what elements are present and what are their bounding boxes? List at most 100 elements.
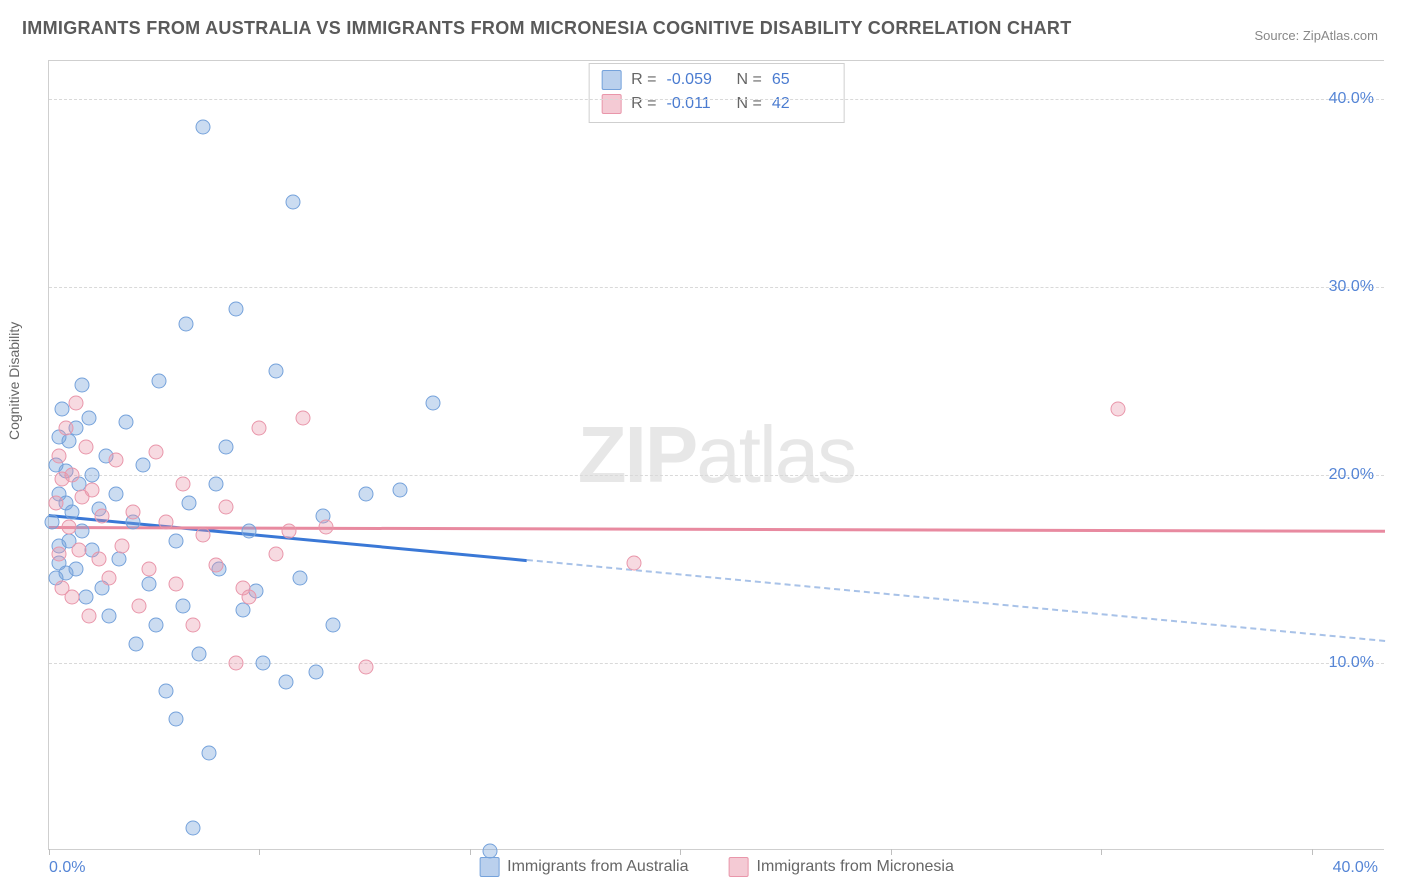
- scatter-point: [325, 618, 340, 633]
- scatter-point: [235, 603, 250, 618]
- stat-r-value: -0.059: [667, 71, 727, 89]
- legend-item: Immigrants from Micronesia: [729, 857, 954, 877]
- scatter-point: [168, 576, 183, 591]
- scatter-point: [85, 482, 100, 497]
- scatter-point: [219, 499, 234, 514]
- scatter-point: [295, 411, 310, 426]
- scatter-point: [195, 119, 210, 134]
- scatter-point: [148, 618, 163, 633]
- source-link[interactable]: ZipAtlas.com: [1303, 28, 1378, 43]
- scatter-point: [82, 608, 97, 623]
- scatter-point: [65, 590, 80, 605]
- scatter-point: [78, 439, 93, 454]
- x-tick: [470, 849, 471, 855]
- scatter-point: [202, 746, 217, 761]
- legend-swatch: [729, 857, 749, 877]
- scatter-point: [45, 514, 60, 529]
- stat-n-value: 65: [772, 71, 832, 89]
- x-tick: [1101, 849, 1102, 855]
- y-axis-label: Cognitive Disability: [6, 322, 22, 440]
- legend-swatch: [601, 94, 621, 114]
- scatter-point: [75, 377, 90, 392]
- scatter-point: [195, 528, 210, 543]
- scatter-point: [68, 561, 83, 576]
- scatter-point: [175, 477, 190, 492]
- scatter-point: [168, 533, 183, 548]
- scatter-point: [85, 467, 100, 482]
- scatter-point: [102, 571, 117, 586]
- scatter-point: [282, 524, 297, 539]
- scatter-point: [292, 571, 307, 586]
- scatter-point: [1110, 401, 1125, 416]
- y-tick-label: 20.0%: [1329, 466, 1374, 484]
- scatter-point: [359, 486, 374, 501]
- scatter-point: [359, 659, 374, 674]
- scatter-point: [426, 396, 441, 411]
- stat-n-label: N =: [737, 71, 762, 89]
- scatter-point: [112, 552, 127, 567]
- scatter-point: [58, 420, 73, 435]
- scatter-point: [158, 684, 173, 699]
- scatter-point: [72, 543, 87, 558]
- scatter-point: [209, 477, 224, 492]
- stat-r-label: R =: [631, 71, 656, 89]
- x-tick: [259, 849, 260, 855]
- legend-label: Immigrants from Australia: [507, 858, 688, 876]
- x-tick: [1312, 849, 1313, 855]
- x-tick: [891, 849, 892, 855]
- scatter-point: [182, 496, 197, 511]
- scatter-point: [128, 637, 143, 652]
- scatter-point: [142, 576, 157, 591]
- scatter-point: [62, 433, 77, 448]
- scatter-point: [175, 599, 190, 614]
- scatter-point: [229, 655, 244, 670]
- scatter-point: [62, 520, 77, 535]
- scatter-point: [192, 646, 207, 661]
- grid-line: [49, 99, 1384, 100]
- scatter-point: [95, 509, 110, 524]
- stat-row: R = -0.059 N = 65: [601, 68, 832, 92]
- grid-line: [49, 663, 1384, 664]
- source-attribution: Source: ZipAtlas.com: [1254, 28, 1378, 43]
- grid-line: [49, 475, 1384, 476]
- grid-line: [49, 287, 1384, 288]
- scatter-point: [252, 420, 267, 435]
- scatter-point: [82, 411, 97, 426]
- scatter-point: [48, 496, 63, 511]
- scatter-point: [178, 317, 193, 332]
- scatter-point: [229, 302, 244, 317]
- scatter-point: [102, 608, 117, 623]
- scatter-point: [68, 396, 83, 411]
- y-tick-label: 30.0%: [1329, 278, 1374, 296]
- scatter-point: [168, 712, 183, 727]
- scatter-point: [52, 546, 67, 561]
- legend-swatch: [479, 857, 499, 877]
- legend: Immigrants from Australia Immigrants from…: [479, 857, 954, 877]
- scatter-point: [115, 539, 130, 554]
- scatter-point: [279, 674, 294, 689]
- scatter-point: [132, 599, 147, 614]
- y-tick-label: 10.0%: [1329, 654, 1374, 672]
- scatter-point: [148, 445, 163, 460]
- scatter-point: [108, 452, 123, 467]
- scatter-point: [319, 520, 334, 535]
- scatter-point: [209, 558, 224, 573]
- x-tick: [680, 849, 681, 855]
- scatter-point: [185, 821, 200, 836]
- y-tick-label: 40.0%: [1329, 90, 1374, 108]
- watermark: ZIPatlas: [578, 409, 855, 501]
- chart-title: IMMIGRANTS FROM AUSTRALIA VS IMMIGRANTS …: [22, 18, 1072, 39]
- scatter-point: [65, 505, 80, 520]
- scatter-point: [285, 195, 300, 210]
- legend-swatch: [601, 70, 621, 90]
- scatter-point: [269, 546, 284, 561]
- legend-item: Immigrants from Australia: [479, 857, 688, 877]
- regression-line: [526, 559, 1385, 642]
- scatter-point: [185, 618, 200, 633]
- scatter-point: [242, 590, 257, 605]
- scatter-point: [142, 561, 157, 576]
- x-axis-min-label: 0.0%: [49, 859, 85, 877]
- x-axis-max-label: 40.0%: [1333, 859, 1378, 877]
- scatter-point: [219, 439, 234, 454]
- scatter-point: [108, 486, 123, 501]
